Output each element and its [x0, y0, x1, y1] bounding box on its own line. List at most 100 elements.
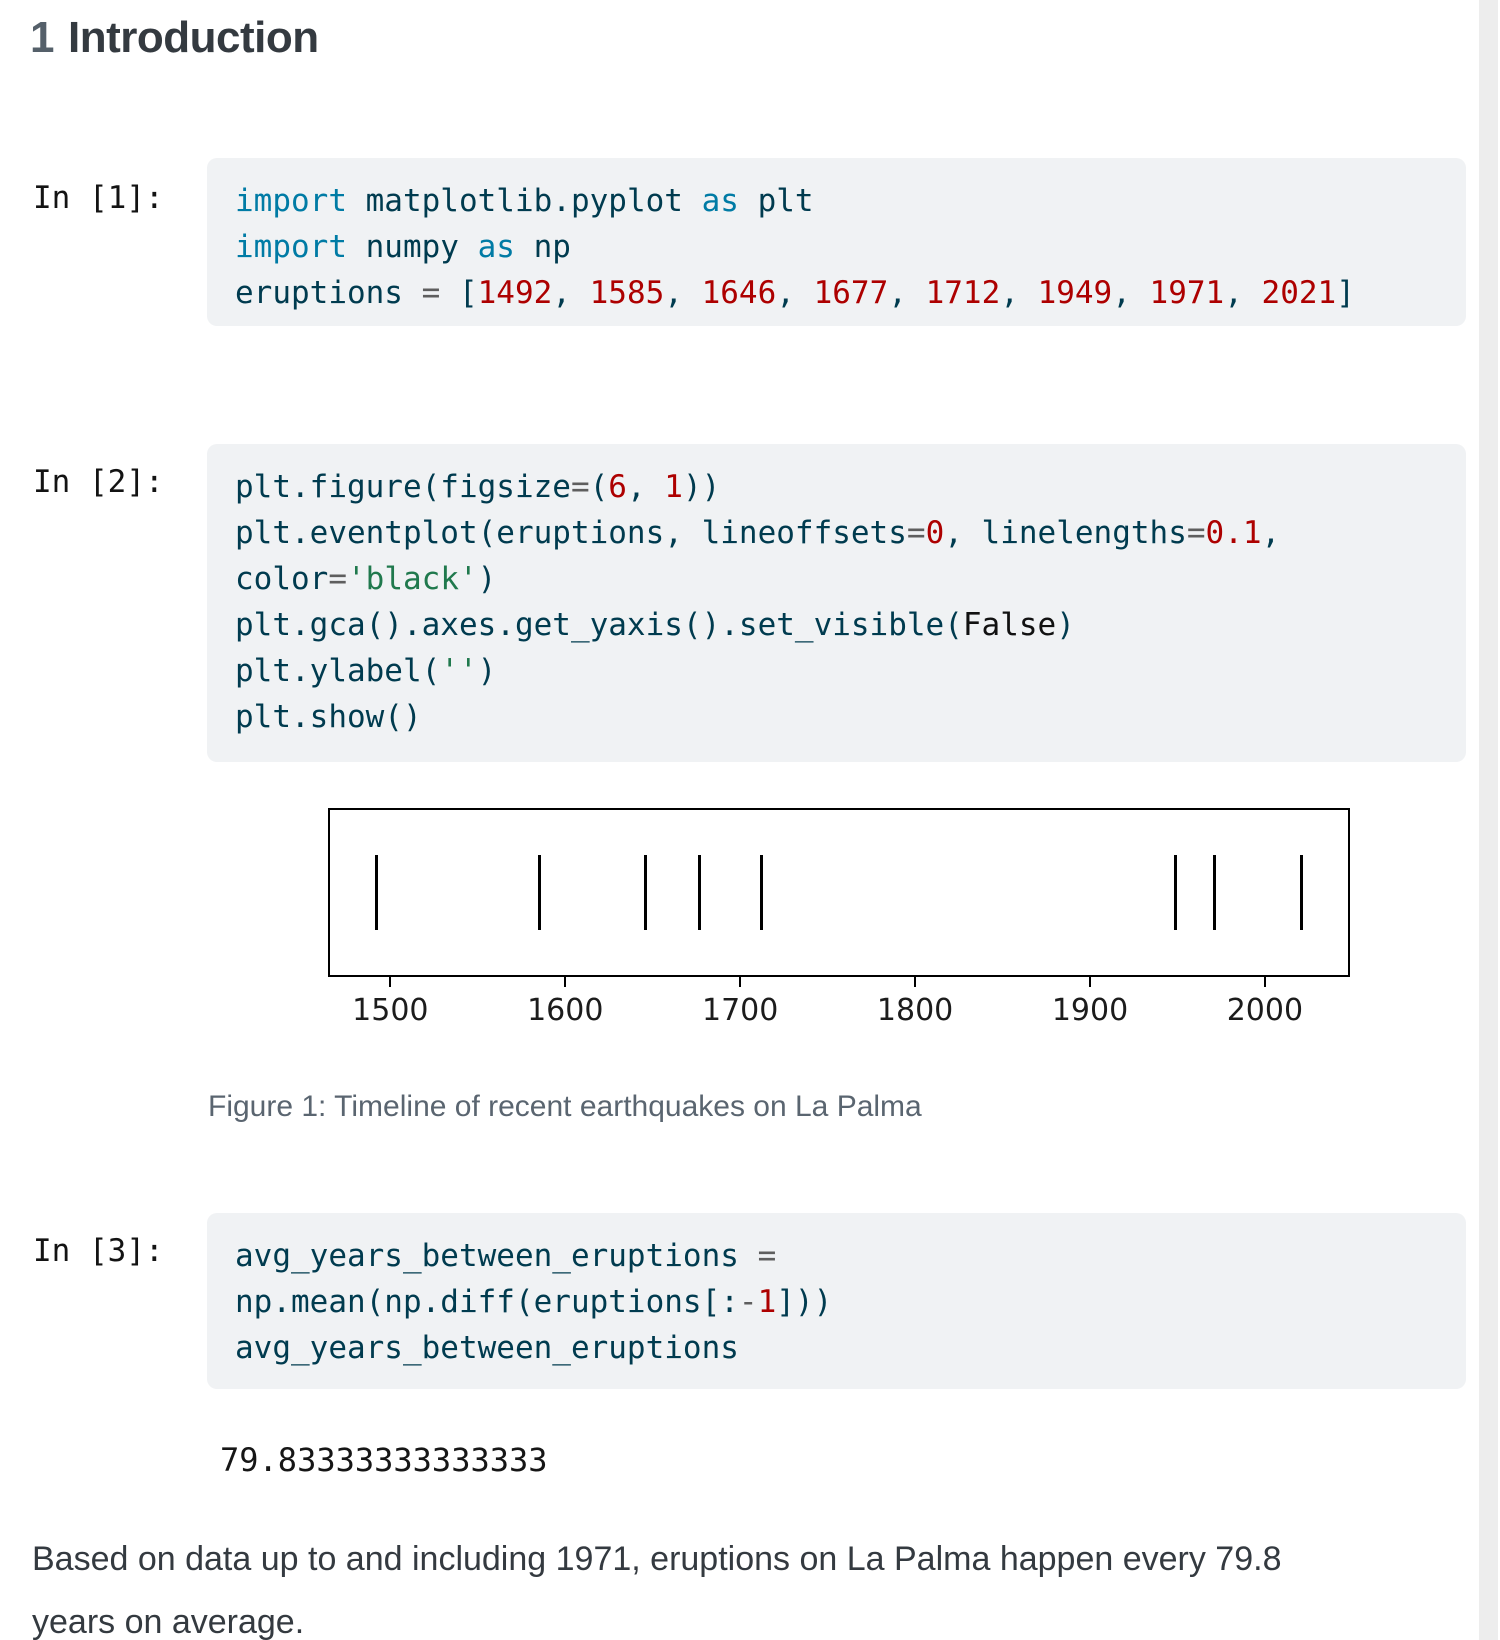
- event-line: [1212, 855, 1216, 930]
- event-line: [759, 855, 763, 930]
- axis-tick: [739, 977, 742, 987]
- code-token: =: [421, 275, 441, 311]
- code-token: 'black': [347, 561, 478, 597]
- axis-tick: [1263, 977, 1266, 987]
- code-line: avg_years_between_eruptions =: [235, 1233, 1438, 1279]
- code-token: ,: [552, 275, 590, 311]
- axis-tick-label: 1900: [1051, 993, 1129, 1028]
- code-block-1: import matplotlib.pyplot as plt import nu…: [207, 158, 1466, 326]
- code-token: 1492: [477, 275, 553, 311]
- code-token: 1: [757, 1284, 777, 1320]
- code-line: plt.gca().axes.get_yaxis().set_visible(F…: [235, 602, 1438, 648]
- code-token: 1677: [813, 275, 889, 311]
- code-token: avg_years_between_eruptions: [235, 1238, 758, 1274]
- code-token: ): [477, 653, 497, 689]
- code-token: numpy: [346, 229, 478, 265]
- section-number: 1: [30, 13, 54, 62]
- axis-tick-label: 2000: [1226, 993, 1304, 1028]
- scrollbar-track[interactable]: [1479, 0, 1498, 1640]
- code-token: 1949: [1037, 275, 1113, 311]
- code-line: eruptions = [1492, 1585, 1646, 1677, 171…: [235, 270, 1438, 316]
- axis-tick-label: 1500: [352, 993, 429, 1028]
- page-title: 1 Introduction: [30, 8, 319, 68]
- code-token: as: [701, 183, 739, 219]
- code-token: plt.gca().axes.get_yaxis().set_visible(: [235, 607, 963, 643]
- code-token: import: [235, 229, 347, 265]
- code-token: ]: [1336, 275, 1355, 311]
- event-line: [537, 855, 541, 930]
- code-token: ,: [1224, 275, 1262, 311]
- eventplot-axes: 1500 1600 1700 1800 1900 2000: [328, 808, 1350, 1028]
- code-token: (: [589, 469, 609, 505]
- code-token: , linelengths: [944, 515, 1187, 551]
- code-token: plt.ylabel(: [235, 653, 441, 689]
- code-token: ])): [776, 1284, 833, 1320]
- axis-tick: [389, 977, 392, 987]
- event-line: [374, 855, 378, 930]
- code-line: np.mean(np.diff(eruptions[:-1])): [235, 1279, 1438, 1325]
- code-token: ): [477, 561, 497, 597]
- code-line: plt.figure(figsize=(6, 1)): [235, 464, 1438, 510]
- cell-output-value: 79.83333333333333: [220, 1441, 548, 1479]
- code-token: ,: [1112, 275, 1150, 311]
- code-block-3: avg_years_between_eruptions = np.mean(np.…: [207, 1213, 1466, 1389]
- code-token: 1712: [925, 275, 1001, 311]
- code-line: color='black'): [235, 556, 1438, 602]
- code-line: plt.show(): [235, 694, 1438, 740]
- axis-tick-label: 1600: [527, 993, 604, 1028]
- section-title: Introduction: [67, 13, 319, 62]
- code-token: np.mean(np.diff(eruptions[:: [235, 1284, 739, 1320]
- code-token: ,: [626, 469, 665, 505]
- code-token: as: [477, 229, 515, 265]
- body-paragraph: Based on data up to and including 1971, …: [32, 1540, 1282, 1640]
- code-token: color: [235, 561, 329, 597]
- code-token: 1: [664, 469, 683, 505]
- code-token: plt.figure(figsize: [235, 469, 571, 505]
- event-line: [698, 855, 702, 930]
- code-line: plt.eventplot(eruptions, lineoffsets = 0, …: [235, 510, 1438, 556]
- code-token: plt.eventplot(eruptions, lineoffsets: [235, 515, 907, 551]
- code-token: ,: [1000, 275, 1038, 311]
- event-line: [644, 855, 648, 930]
- code-line: import matplotlib.pyplot as plt: [235, 178, 1438, 224]
- code-token: =: [570, 469, 590, 505]
- code-token: 0: [925, 515, 945, 551]
- code-token: =: [757, 1238, 777, 1274]
- code-token: ,: [776, 275, 814, 311]
- code-token: '': [440, 653, 478, 689]
- code-block-2: plt.figure(figsize=(6, 1)) plt.eventplot(…: [207, 444, 1466, 762]
- event-line: [1300, 855, 1304, 930]
- cell-input-label-1: In [1]:: [33, 180, 164, 216]
- code-token: 1646: [701, 275, 777, 311]
- axis-tick-label: 1700: [701, 993, 779, 1028]
- code-token: matplotlib.pyplot: [346, 183, 702, 219]
- cell-input-label-3: In [3]:: [33, 1233, 164, 1269]
- code-token: 0.1: [1205, 515, 1262, 551]
- code-token: ,: [1261, 515, 1281, 551]
- code-token: avg_years_between_eruptions: [235, 1330, 739, 1366]
- code-token: )): [682, 469, 721, 505]
- axis-tick: [1089, 977, 1091, 987]
- code-token: 2021: [1261, 275, 1337, 311]
- cell-input-label-2: In [2]:: [33, 464, 164, 500]
- axis-tick: [914, 977, 917, 987]
- code-token: =: [1186, 515, 1206, 551]
- code-line: import numpy as np: [235, 224, 1438, 270]
- code-line: avg_years_between_eruptions: [235, 1325, 1438, 1371]
- code-token: ,: [888, 275, 926, 311]
- code-token: 6: [608, 469, 627, 505]
- code-token: 1585: [589, 275, 665, 311]
- event-line: [1174, 855, 1178, 930]
- code-token: import: [235, 183, 347, 219]
- code-token: ): [1056, 607, 1075, 643]
- code-token: np: [514, 229, 571, 265]
- code-token: =: [328, 561, 347, 597]
- code-token: -: [738, 1284, 758, 1320]
- axis-tick: [564, 977, 567, 987]
- code-token: [: [440, 275, 478, 311]
- code-token: 1971: [1149, 275, 1225, 311]
- code-token: ,: [664, 275, 702, 311]
- code-token: plt.show(): [235, 699, 422, 735]
- code-token: False: [962, 607, 1057, 643]
- axis-tick-label: 1800: [876, 993, 954, 1028]
